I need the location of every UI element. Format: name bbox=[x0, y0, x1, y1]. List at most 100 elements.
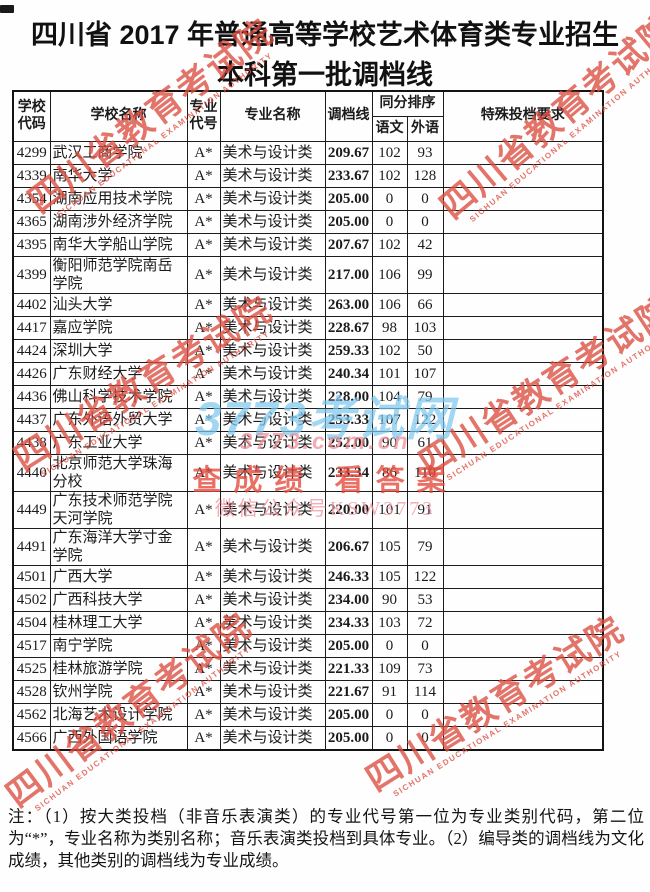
cell-special bbox=[442, 454, 604, 492]
cell-score-line: 205.00 bbox=[324, 726, 373, 751]
scan-artifact-mark bbox=[0, 5, 14, 13]
cell-major-code: A* bbox=[186, 210, 221, 234]
cell-school-code: 4424 bbox=[12, 339, 51, 363]
cell-special bbox=[442, 611, 604, 635]
cell-major-code: A* bbox=[186, 164, 221, 188]
cell-special bbox=[442, 141, 604, 165]
cell-major-name: 美术与设计类 bbox=[219, 431, 326, 455]
score-line-table: 学校代码 学校名称 专业代号 专业名称 调档线 同分排序 特殊投档要求 语文 外… bbox=[12, 90, 604, 751]
cell-major-code: A* bbox=[186, 588, 221, 612]
cell-major-code: A* bbox=[186, 634, 221, 658]
cell-major-code: A* bbox=[186, 256, 221, 294]
cell-school-code: 4354 bbox=[12, 187, 51, 211]
cell-school-name: 广东财经大学 bbox=[49, 362, 188, 386]
cell-school-code: 4501 bbox=[12, 565, 51, 589]
table-row: 4528 钦州学院 A* 美术与设计类 221.67 91 114 bbox=[12, 680, 604, 704]
table-row: 4449 广东技术师范学院天河学院 A* 美术与设计类 220.00 101 91 bbox=[12, 491, 604, 529]
cell-school-name: 广东海洋大学寸金学院 bbox=[49, 528, 188, 566]
cell-chinese-score: 90 bbox=[371, 431, 408, 455]
cell-score-line: 209.67 bbox=[324, 141, 373, 165]
cell-school-name: 嘉应学院 bbox=[49, 316, 188, 340]
cell-school-code: 4417 bbox=[12, 316, 51, 340]
cell-major-code: A* bbox=[186, 385, 221, 409]
cell-score-line: 233.34 bbox=[324, 454, 373, 492]
cell-foreign-score: 0 bbox=[406, 634, 444, 658]
table-row: 4426 广东财经大学 A* 美术与设计类 240.34 101 107 bbox=[12, 362, 604, 386]
cell-school-name: 广西科技大学 bbox=[49, 588, 188, 612]
cell-score-line: 205.00 bbox=[324, 634, 373, 658]
cell-foreign-score: 53 bbox=[406, 588, 444, 612]
cell-major-code: A* bbox=[186, 491, 221, 529]
cell-chinese-score: 101 bbox=[371, 491, 408, 529]
cell-chinese-score: 106 bbox=[371, 293, 408, 317]
table-row: 4436 佛山科学技术学院 A* 美术与设计类 228.00 104 79 bbox=[12, 385, 604, 409]
cell-score-line: 240.34 bbox=[324, 362, 373, 386]
cell-major-code: A* bbox=[186, 362, 221, 386]
cell-special bbox=[442, 164, 604, 188]
table-row: 4504 桂林理工大学 A* 美术与设计类 234.33 103 72 bbox=[12, 611, 604, 635]
cell-school-name: 湖南应用技术学院 bbox=[49, 187, 188, 211]
cell-special bbox=[442, 726, 604, 751]
cell-foreign-score: 128 bbox=[406, 164, 444, 188]
cell-major-name: 美术与设计类 bbox=[219, 187, 326, 211]
cell-special bbox=[442, 657, 604, 681]
cell-school-code: 4438 bbox=[12, 431, 51, 455]
cell-foreign-score: 91 bbox=[406, 491, 444, 529]
cell-major-code: A* bbox=[186, 657, 221, 681]
cell-school-name: 武汉工商学院 bbox=[49, 141, 188, 165]
cell-foreign-score: 0 bbox=[406, 187, 444, 211]
cell-score-line: 228.00 bbox=[324, 385, 373, 409]
cell-school-name: 汕头大学 bbox=[49, 293, 188, 317]
cell-major-name: 美术与设计类 bbox=[219, 164, 326, 188]
cell-major-code: A* bbox=[186, 431, 221, 455]
cell-school-code: 4402 bbox=[12, 293, 51, 317]
cell-major-name: 美术与设计类 bbox=[219, 339, 326, 363]
cell-score-line: 252.00 bbox=[324, 431, 373, 455]
cell-chinese-score: 104 bbox=[371, 385, 408, 409]
cell-score-line: 205.00 bbox=[324, 703, 373, 727]
cell-special bbox=[442, 634, 604, 658]
cell-major-code: A* bbox=[186, 726, 221, 751]
cell-major-code: A* bbox=[186, 611, 221, 635]
cell-special bbox=[442, 256, 604, 294]
table-row: 4402 汕头大学 A* 美术与设计类 263.00 106 66 bbox=[12, 293, 604, 317]
cell-major-code: A* bbox=[186, 680, 221, 704]
cell-major-name: 美术与设计类 bbox=[219, 256, 326, 294]
cell-major-name: 美术与设计类 bbox=[219, 528, 326, 566]
cell-major-name: 美术与设计类 bbox=[219, 141, 326, 165]
cell-major-code: A* bbox=[186, 703, 221, 727]
cell-special bbox=[442, 187, 604, 211]
table-row: 4562 北海艺术设计学院 A* 美术与设计类 205.00 0 0 bbox=[12, 703, 604, 727]
cell-special bbox=[442, 431, 604, 455]
cell-school-name: 南华大学船山学院 bbox=[49, 233, 188, 257]
cell-school-name: 广东外语外贸大学 bbox=[49, 408, 188, 432]
cell-special bbox=[442, 316, 604, 340]
cell-school-name: 衡阳师范学院南岳学院 bbox=[49, 256, 188, 294]
cell-major-name: 美术与设计类 bbox=[219, 634, 326, 658]
cell-score-line: 263.00 bbox=[324, 293, 373, 317]
header-school-code: 学校代码 bbox=[12, 90, 51, 142]
header-major-code: 专业代号 bbox=[186, 90, 221, 142]
cell-school-name: 桂林理工大学 bbox=[49, 611, 188, 635]
page-title-line1: 四川省 2017 年普通高等学校艺术体育类专业招生 bbox=[30, 20, 620, 50]
cell-foreign-score: 93 bbox=[406, 141, 444, 165]
table-row: 4438 广东工业大学 A* 美术与设计类 252.00 90 61 bbox=[12, 431, 604, 455]
cell-score-line: 221.67 bbox=[324, 680, 373, 704]
cell-major-code: A* bbox=[186, 233, 221, 257]
cell-score-line: 246.33 bbox=[324, 565, 373, 589]
cell-school-name: 钦州学院 bbox=[49, 680, 188, 704]
cell-school-code: 4437 bbox=[12, 408, 51, 432]
cell-major-code: A* bbox=[186, 454, 221, 492]
cell-major-code: A* bbox=[186, 408, 221, 432]
cell-foreign-score: 42 bbox=[406, 233, 444, 257]
cell-chinese-score: 102 bbox=[371, 233, 408, 257]
table-row: 4502 广西科技大学 A* 美术与设计类 234.00 90 53 bbox=[12, 588, 604, 612]
cell-major-name: 美术与设计类 bbox=[219, 726, 326, 751]
cell-major-name: 美术与设计类 bbox=[219, 611, 326, 635]
cell-chinese-score: 109 bbox=[371, 657, 408, 681]
table-body: 4299 武汉工商学院 A* 美术与设计类 209.67 102 93 4339 南华大学 A* 美… bbox=[12, 141, 604, 751]
cell-major-code: A* bbox=[186, 565, 221, 589]
table-row: 4566 广西外国语学院 A* 美术与设计类 205.00 0 0 bbox=[12, 726, 604, 751]
cell-foreign-score: 114 bbox=[406, 680, 444, 704]
